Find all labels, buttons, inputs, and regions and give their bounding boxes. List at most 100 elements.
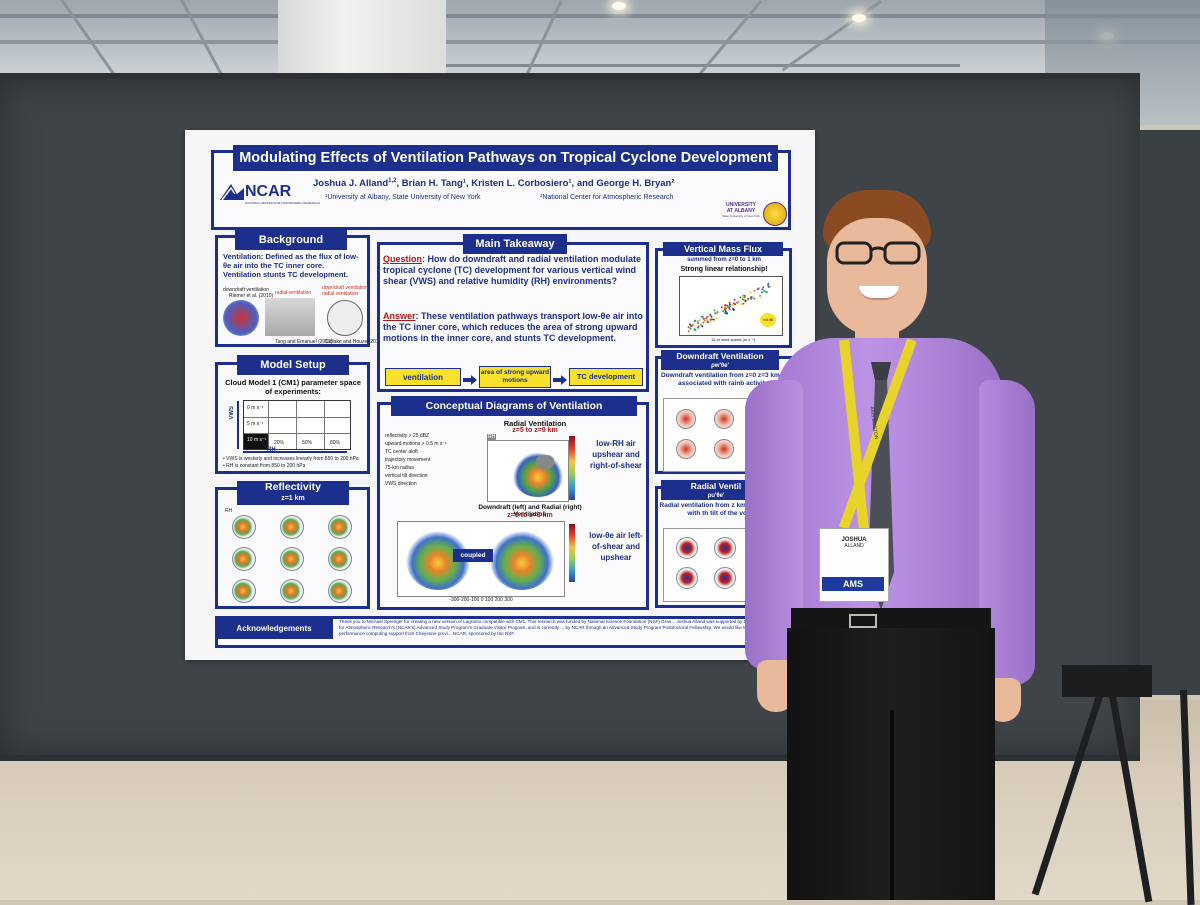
vmf-scatter-point <box>687 326 690 329</box>
model-note-2: • RH is constant from 850 to 200 hPa <box>223 463 306 469</box>
presenter-smile <box>859 286 899 300</box>
label-downdraft-ventilation: downdraft ventilation <box>223 287 269 293</box>
vmf-scatter-point <box>728 303 731 306</box>
affiliation-2: ²National Center for Atmospheric Researc… <box>540 194 674 201</box>
vmf-scatter-point <box>726 312 729 315</box>
legend-item: 75-km radius <box>385 465 414 471</box>
flow-box-ventilation: ventilation <box>385 368 461 386</box>
vmf-scatter-point <box>709 314 712 317</box>
flow-box-tc-development: TC development <box>569 368 643 386</box>
vmf-scatter-point <box>687 330 690 333</box>
rh-axis-arrow <box>243 451 347 453</box>
background-figure-1 <box>223 300 259 336</box>
vmf-scatter-point <box>723 307 726 310</box>
vmf-scatter-point <box>764 290 767 293</box>
vmf-scatter-point <box>696 320 699 323</box>
ceiling-beam <box>781 0 882 72</box>
vmf-scatter-point <box>689 327 692 330</box>
vmf-scatter-point <box>726 304 729 307</box>
vmf-scatter-point <box>724 304 726 307</box>
background-header: Background <box>235 230 347 250</box>
vmf-scatter-point <box>694 320 696 322</box>
presenter-face <box>827 218 927 336</box>
reflectivity-panel <box>328 547 352 571</box>
pants-divide <box>890 710 894 900</box>
grid-dark-cell <box>244 433 268 449</box>
reflectivity-panel <box>328 579 352 603</box>
model-note-1: • VWS is westerly and increases linearly… <box>223 456 359 462</box>
vmf-scatter-point <box>737 300 740 303</box>
vmf-scatter-point <box>693 328 696 331</box>
experiment-grid: 0 m s⁻¹ 5 m s⁻¹ 10 m s⁻¹ 20% 50% 80% <box>243 400 351 450</box>
vmf-scatter-point <box>733 298 736 301</box>
vmf-scatter-point <box>701 325 704 328</box>
vmf-scatter-point <box>761 288 764 291</box>
vmf-scatter-point <box>715 317 718 320</box>
nsf-seal <box>763 202 787 226</box>
badge-org: AMS <box>822 577 884 591</box>
side-note-low-rh: low-RH air upshear and right-of-shear <box>590 439 642 470</box>
vmf-scatter-point <box>728 301 731 304</box>
vmf-scatter-point <box>761 291 764 294</box>
ualbany-logo-line2: AT ALBANY <box>726 208 756 214</box>
combo-plot <box>397 521 565 597</box>
vmf-scatter-point <box>690 325 692 328</box>
vmf-scatter-point <box>740 303 743 306</box>
vmf-scatter-point <box>727 306 730 309</box>
question-text: : How do downdraft and radial ventilatio… <box>383 254 642 286</box>
vmf-scatter-point <box>742 302 745 305</box>
author-main: Joshua J. Alland <box>313 178 389 190</box>
vmf-scatter-point <box>713 309 716 312</box>
vmf-scatter-point <box>744 300 747 303</box>
radial-title: Radial Ventil <box>690 481 742 491</box>
vmf-scatter-point <box>731 304 734 306</box>
legend-item: reflectivity > 25 dBZ <box>385 433 430 439</box>
combo-subtitle: z=0 to z=3 km <box>507 512 553 519</box>
coupled-label: coupled <box>453 549 493 562</box>
vmf-scatter-point <box>742 295 745 298</box>
background-figure-2 <box>265 298 315 336</box>
vmf-scatter-point <box>709 318 712 321</box>
background-figure-3 <box>327 300 363 336</box>
belt-buckle <box>849 614 877 628</box>
vmf-scatter-point <box>747 297 750 300</box>
grid-row-label: 5 m s⁻¹ <box>247 421 264 427</box>
vmf-correlation-badge: r=0.96 <box>760 313 776 327</box>
radial-header: Radial Ventil ρu'θe' <box>661 480 771 500</box>
vmf-scatter-point <box>759 294 762 297</box>
vmf-scatter-point <box>715 312 718 314</box>
grid-row-label: 0 m s⁻¹ <box>247 405 264 411</box>
reflectivity-subtitle: z=1 km <box>281 495 305 502</box>
ceiling-truss <box>0 14 1200 18</box>
legend-item: vertical tilt direction <box>385 473 428 479</box>
vmf-scatter-point <box>706 315 709 318</box>
background-text: Ventilation: Defined as the flux of low-… <box>223 252 359 279</box>
reflectivity-panel <box>280 515 304 539</box>
vmf-scatter-point <box>756 288 759 291</box>
vmf-scatter-point <box>703 319 706 322</box>
citation-2: Tang and Emanuel (2012) <box>275 339 333 345</box>
reflectivity-panel <box>280 579 304 603</box>
ualbany-logo-line3: State University of New York <box>722 214 760 218</box>
grid-row-label: 10 m s⁻¹ <box>247 437 267 443</box>
reflectivity-panel <box>328 515 352 539</box>
vmf-scatter-point <box>724 310 727 313</box>
vmf-scatter-point <box>702 317 705 320</box>
grid-col-label: 50% <box>302 440 313 446</box>
model-setup-header: Model Setup <box>237 355 349 375</box>
radial-ventilation-subtitle: z=5 to z=9 km <box>512 427 558 434</box>
conceptual-header: Conceptual Diagrams of Ventilation <box>391 396 637 416</box>
vmf-scatter-point <box>700 315 703 318</box>
legend-item: trajectory movement <box>385 457 431 463</box>
conceptual-legend: reflectivity > 25 dBZ upward motions > 0… <box>385 433 483 487</box>
presenter: AMS BOSTON JOSHUA ALLAND AMS <box>745 190 1045 900</box>
affiliation-1: ¹University at Albany, State University … <box>325 194 481 201</box>
citation-3: Didlake and Houze (2013) <box>325 339 384 345</box>
ceiling-light <box>612 2 626 10</box>
reflectivity-panel <box>232 515 256 539</box>
model-setup-text: Cloud Model 1 (CM1) parameter space of e… <box>225 378 361 396</box>
vmf-scatter-point <box>728 308 731 311</box>
grid-col-label: 80% <box>330 440 341 446</box>
reflectivity-panel <box>280 547 304 571</box>
main-question: Question: How do downdraft and radial ve… <box>383 254 645 287</box>
